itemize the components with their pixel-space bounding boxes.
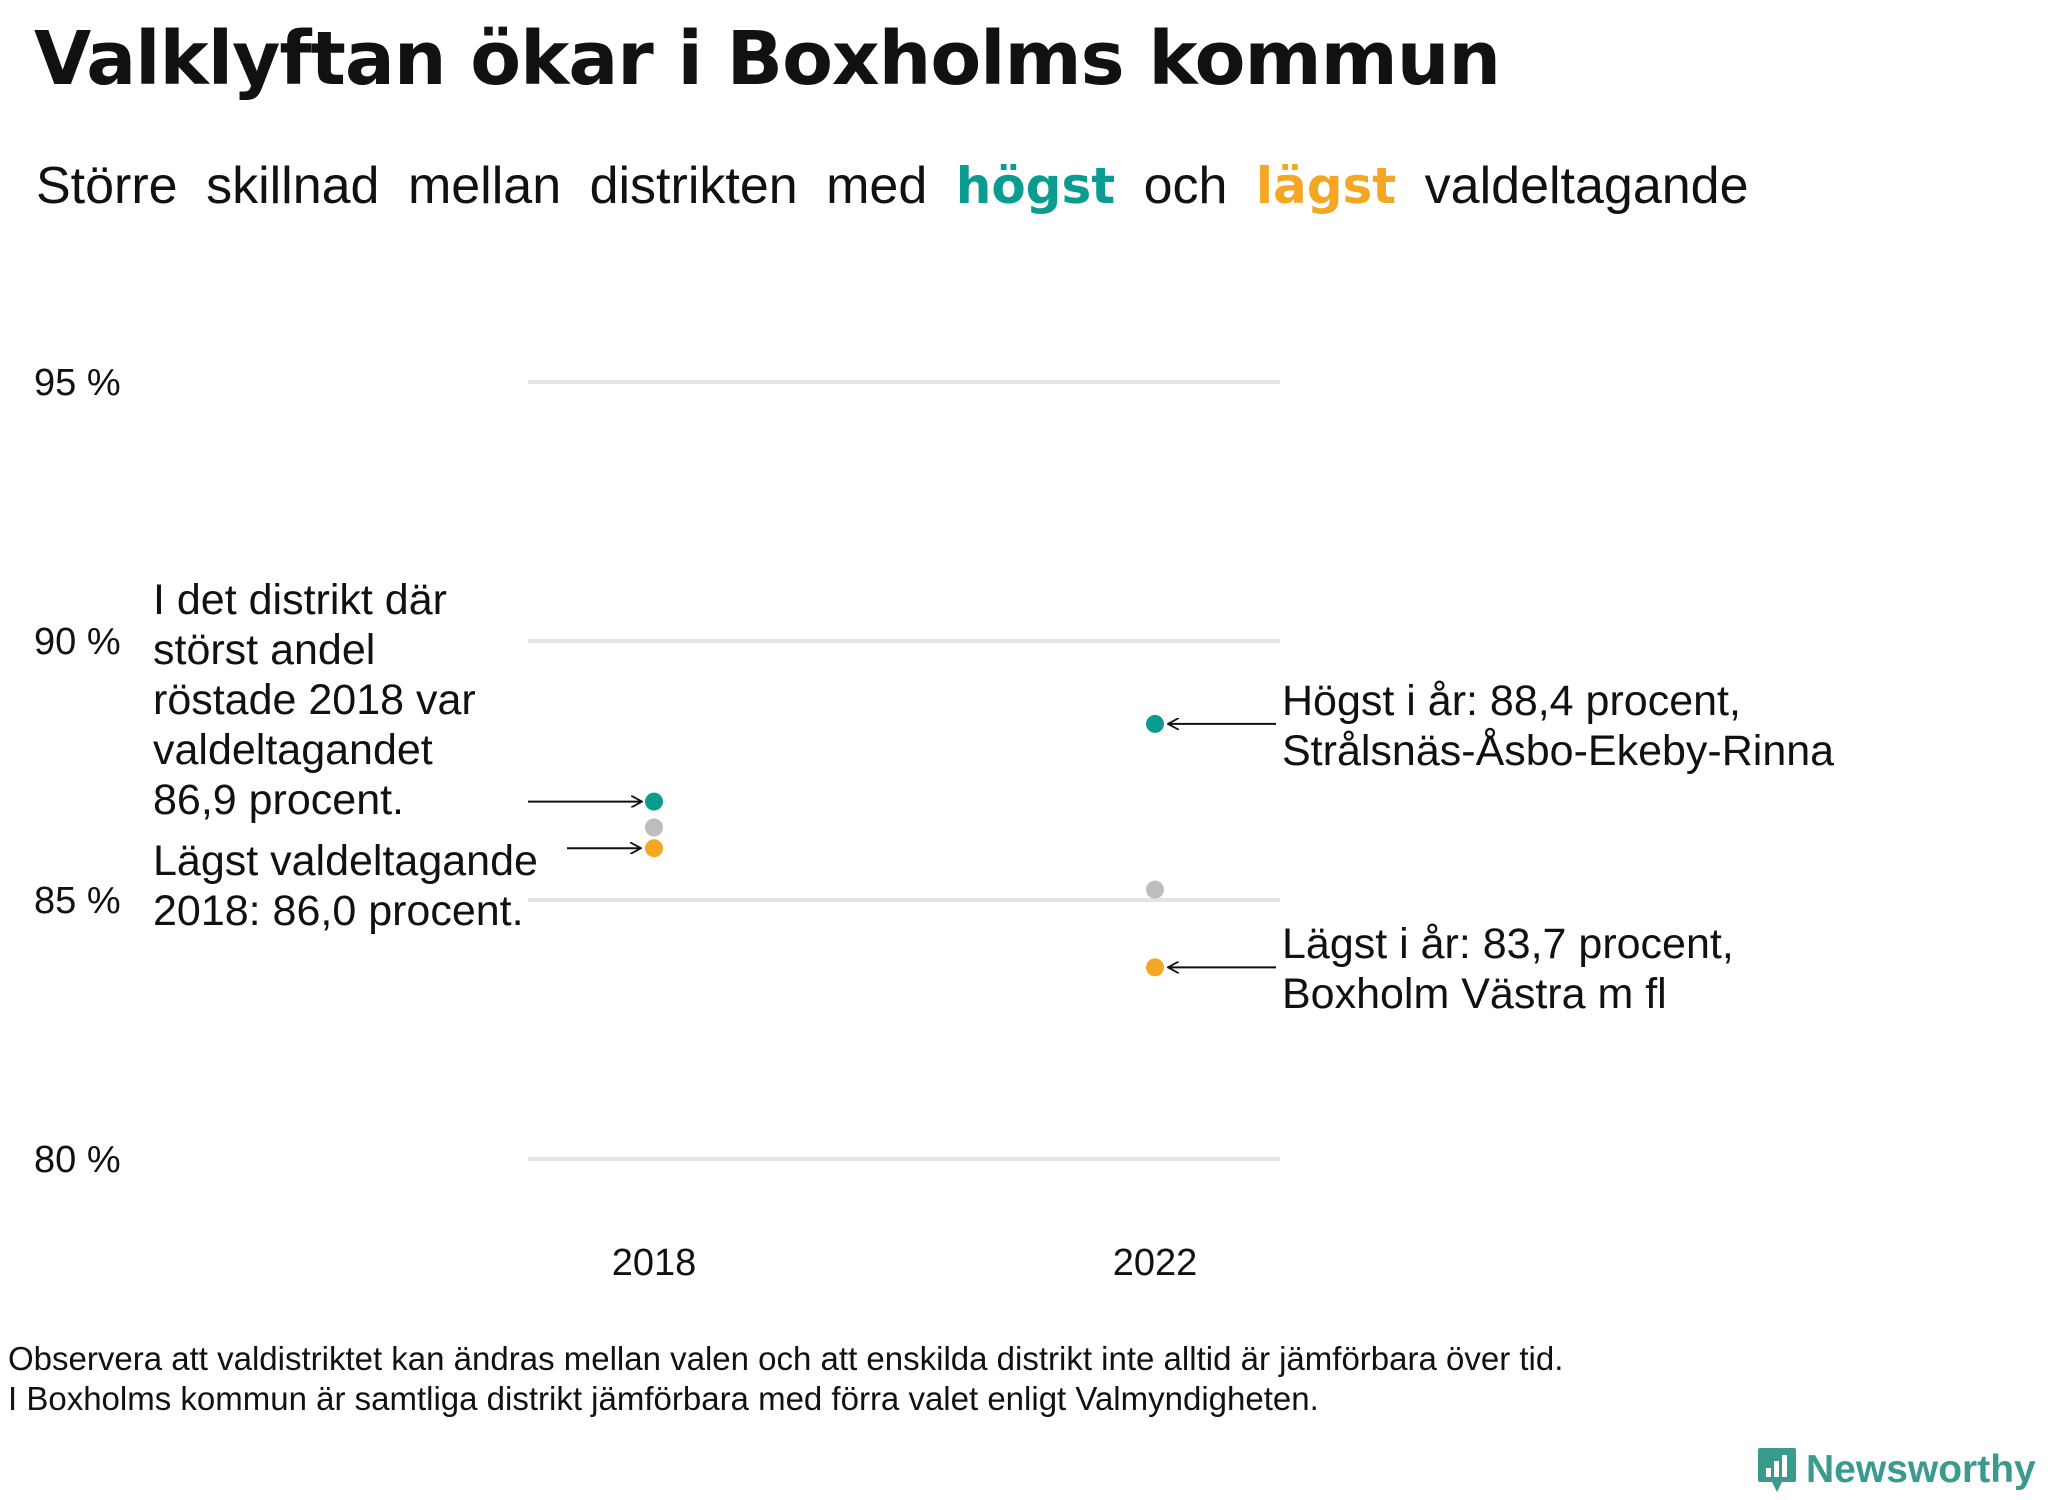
annotation-high-2018: I det distrikt där xyxy=(153,576,447,624)
subtitle-word: skillnad xyxy=(206,157,380,215)
subtitle-highlight-low: lägst xyxy=(1255,157,1397,215)
subtitle-word: distrikten xyxy=(589,157,798,215)
annotation-low-2022: Lägst i år: 83,7 procent, xyxy=(1282,920,1734,968)
y-tick-label: 90 % xyxy=(34,621,121,663)
annotation-low-2018: Lägst valdeltagande xyxy=(153,837,538,885)
annotation-high-2018: valdeltagandet xyxy=(153,726,433,774)
annotation-high-2022: Strålsnäs-Åsbo-Ekeby-Rinna xyxy=(1282,727,1834,775)
dot-chart: 95 % 90 % 85 % 80 % 2018 2022 I det distrikt… xyxy=(34,362,1834,1284)
annotation-high-2018: 86,9 procent. xyxy=(153,776,404,824)
bar-chart-icon xyxy=(1758,1448,1796,1492)
data-point-low-2022 xyxy=(1146,958,1164,977)
annotation-high-2018: störst andel xyxy=(153,626,375,674)
brand-logo: Newsworthy xyxy=(1756,1446,2036,1494)
x-axis-ticks: 2018 2022 xyxy=(612,1242,1198,1284)
brand-name: Newsworthy xyxy=(1806,1448,2036,1491)
subtitle-word: Större xyxy=(36,157,178,215)
footnote-line: I Boxholms kommun är samtliga distrikt j… xyxy=(8,1380,1319,1417)
data-point-low-2018 xyxy=(645,839,663,858)
footnote: Observera att valdistriktet kan ändras m… xyxy=(8,1339,1563,1419)
x-tick-label: 2018 xyxy=(612,1242,697,1284)
subtitle-highlight-high: högst xyxy=(955,157,1116,215)
subtitle-word: och xyxy=(1143,157,1228,215)
y-tick-label: 85 % xyxy=(34,880,121,922)
subtitle-word: med xyxy=(826,157,928,215)
y-tick-label: 95 % xyxy=(34,362,121,404)
data-point-other-2018 xyxy=(645,818,663,837)
gridlines xyxy=(528,380,1280,1161)
data-point-high-2022 xyxy=(1146,714,1164,733)
annotation-arrows xyxy=(528,724,1276,967)
data-points xyxy=(645,714,1164,977)
chart-title: Valklyftan ökar i Boxholms kommun xyxy=(34,16,1501,102)
annotation-high-2022: Högst i år: 88,4 procent, xyxy=(1282,677,1741,725)
data-point-other-2022 xyxy=(1146,880,1164,899)
annotation-high-2018: röstade 2018 var xyxy=(153,676,476,724)
subtitle-word: mellan xyxy=(407,157,562,215)
data-point-high-2018 xyxy=(645,792,663,811)
subtitle-word: valdeltagande xyxy=(1424,157,1749,215)
chart-subtitle: Större skillnad mellan distrikten med hö… xyxy=(36,156,1763,216)
annotation-low-2018: 2018: 86,0 procent. xyxy=(153,887,524,935)
annotation-low-2022: Boxholm Västra m fl xyxy=(1282,970,1667,1018)
x-tick-label: 2022 xyxy=(1113,1242,1198,1284)
y-axis-ticks: 95 % 90 % 85 % 80 % xyxy=(34,362,121,1181)
footnote-line: Observera att valdistriktet kan ändras m… xyxy=(8,1340,1564,1377)
y-tick-label: 80 % xyxy=(34,1139,121,1181)
